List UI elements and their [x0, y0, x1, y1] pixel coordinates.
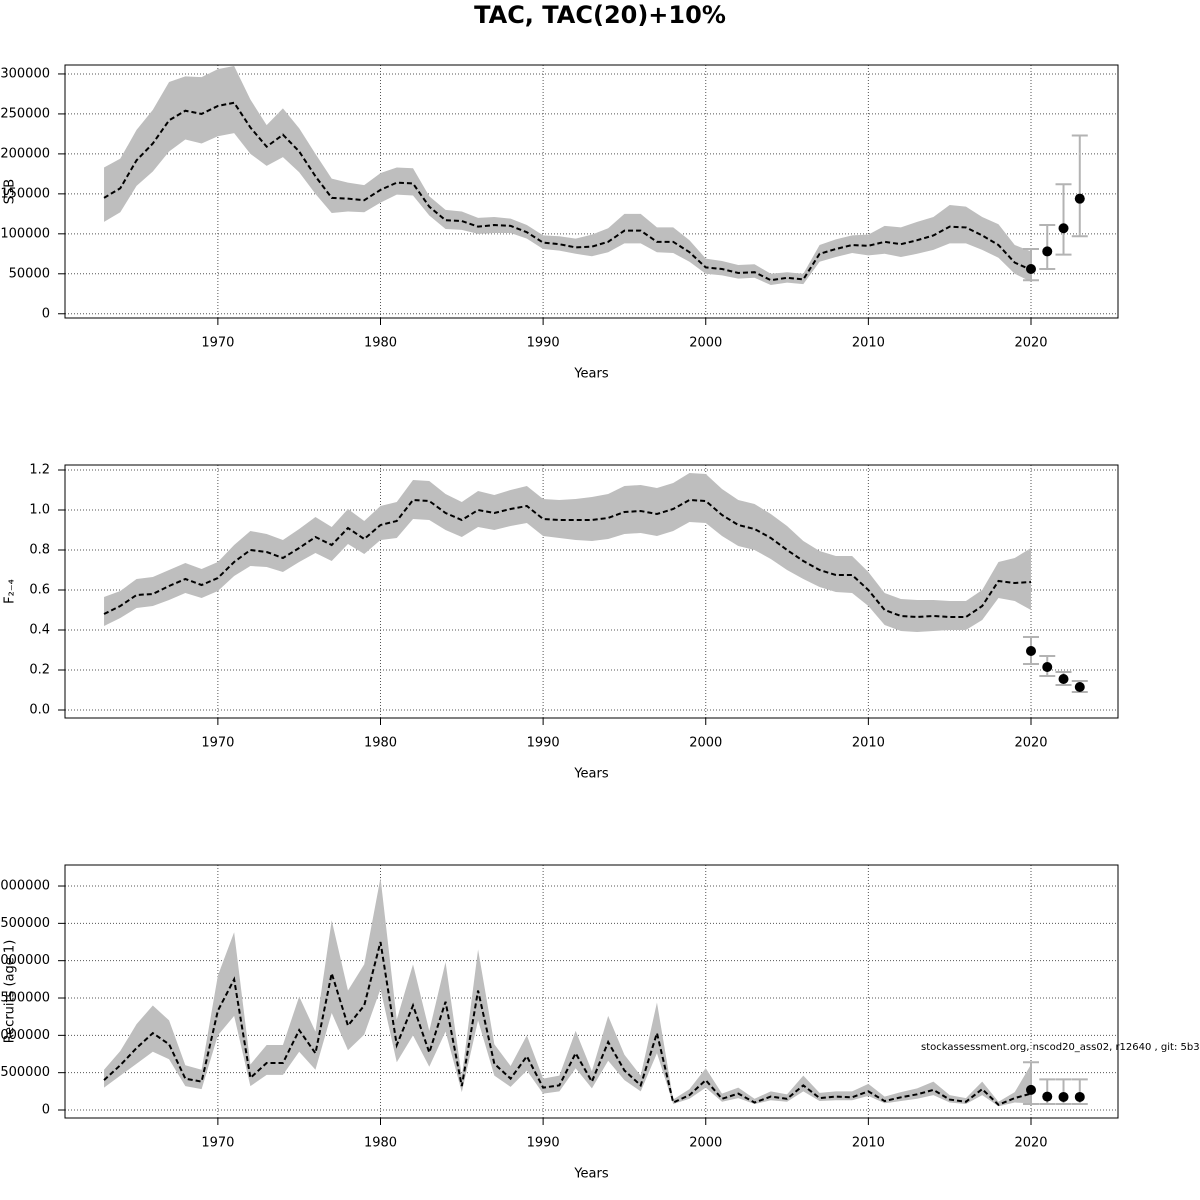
forecast-point — [1025, 1084, 1036, 1095]
y-tick-label: 200000 — [0, 146, 50, 161]
footnote: stockassessment.org, nscod20_ass02, r126… — [921, 1042, 1200, 1053]
x-tick-label: 2020 — [1014, 1136, 1047, 1151]
y-tick-label: 1500000 — [0, 991, 50, 1006]
forecast-point — [1042, 246, 1053, 257]
x-tick-label: 1970 — [201, 1136, 234, 1151]
x-tick-label: 1990 — [527, 736, 560, 751]
x-axis-label: Years — [573, 367, 609, 382]
y-tick-label: 3000000 — [0, 879, 50, 894]
x-axis-label: Years — [573, 1167, 609, 1182]
x-tick-label: 1980 — [364, 736, 397, 751]
x-tick-label: 2000 — [689, 736, 722, 751]
y-tick-label: 250000 — [0, 106, 50, 121]
y-tick-label: 0.0 — [29, 703, 50, 718]
forecast-point — [1042, 662, 1053, 672]
y-axis-label: F₂₋₄ — [3, 579, 18, 604]
line — [103, 941, 1032, 1106]
x-tick-label: 2000 — [689, 1136, 722, 1151]
y-tick-label: 500000 — [0, 1065, 50, 1080]
y-tick-label: 300000 — [0, 66, 50, 81]
x-tick-label: 2010 — [852, 736, 885, 751]
forecast-point — [1042, 1091, 1053, 1102]
forecast-point — [1025, 263, 1036, 274]
x-tick-label: 2020 — [1014, 336, 1047, 351]
y-tick-label: 1.2 — [29, 463, 50, 478]
chart-title: TAC, TAC(20)+10% — [474, 1, 726, 29]
y-tick-label: 0 — [42, 1103, 50, 1118]
y-tick-label: 150000 — [0, 186, 50, 201]
x-tick-label: 1980 — [364, 336, 397, 351]
x-tick-label: 1970 — [201, 736, 234, 751]
x-axis-label: Years — [573, 767, 609, 782]
forecast-point — [1058, 1091, 1069, 1102]
plot-frame — [64, 464, 1119, 719]
confidence-band — [104, 65, 1031, 285]
forecast-point — [1058, 223, 1069, 234]
x-tick-label: 2010 — [852, 1136, 885, 1151]
plot-frame — [64, 64, 1119, 319]
x-tick-label: 1980 — [364, 1136, 397, 1151]
y-tick-label: 1000000 — [0, 1028, 50, 1043]
y-tick-label: 0 — [42, 306, 50, 321]
line — [103, 498, 1032, 619]
x-tick-label: 2010 — [852, 336, 885, 351]
y-tick-label: 0.2 — [29, 663, 50, 678]
forecast-point — [1058, 674, 1069, 684]
x-tick-label: 1970 — [201, 336, 234, 351]
y-tick-label: 1.0 — [29, 503, 50, 518]
y-tick-label: 0.4 — [29, 623, 50, 638]
y-tick-label: 2500000 — [0, 916, 50, 931]
y-tick-label: 0.8 — [29, 543, 50, 558]
y-axis-label: Recruits (age 1) — [3, 940, 18, 1044]
forecast-point — [1074, 682, 1085, 692]
y-tick-label: 100000 — [0, 226, 50, 241]
forecast-point — [1025, 646, 1036, 656]
x-tick-label: 2020 — [1014, 736, 1047, 751]
x-tick-label: 2000 — [689, 336, 722, 351]
x-tick-label: 1990 — [527, 336, 560, 351]
y-tick-label: 0.6 — [29, 583, 50, 598]
y-axis-label: SSB — [3, 179, 18, 204]
forecast-point — [1074, 193, 1085, 204]
plot-frame — [64, 864, 1119, 1119]
forecast-point — [1074, 1091, 1085, 1102]
y-tick-label: 50000 — [9, 266, 50, 281]
confidence-band — [104, 473, 1031, 632]
confidence-band — [104, 877, 1031, 1107]
y-tick-label: 2000000 — [0, 953, 50, 968]
x-tick-label: 1990 — [527, 1136, 560, 1151]
